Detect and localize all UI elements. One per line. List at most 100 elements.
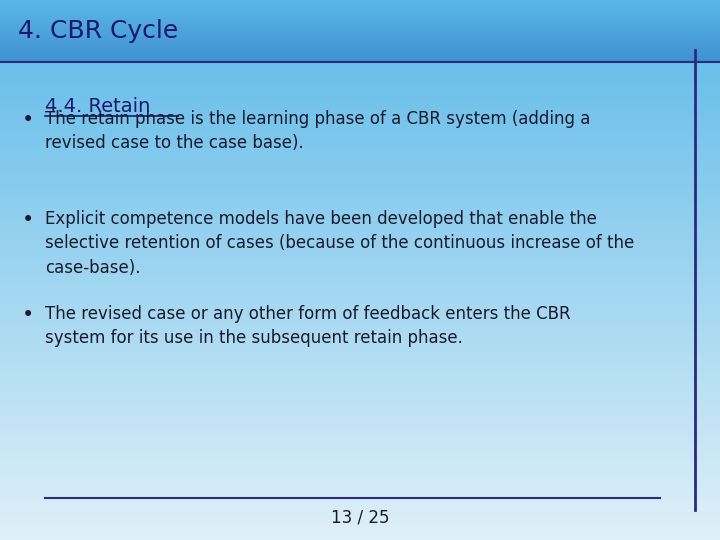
Bar xyxy=(0,20,720,22)
Bar xyxy=(0,28,720,30)
Bar xyxy=(0,17,720,18)
Bar xyxy=(0,522,720,524)
Bar xyxy=(0,272,720,274)
Bar xyxy=(0,376,720,378)
Bar xyxy=(0,9,720,11)
Bar xyxy=(0,113,720,115)
Bar xyxy=(0,452,720,454)
Bar xyxy=(0,436,720,437)
Bar xyxy=(0,184,720,185)
Bar xyxy=(0,182,720,184)
Bar xyxy=(0,119,720,120)
Bar xyxy=(0,333,720,335)
Bar xyxy=(0,43,720,45)
Text: 4. CBR Cycle: 4. CBR Cycle xyxy=(18,19,179,43)
Bar xyxy=(0,162,720,164)
Bar xyxy=(0,322,720,324)
Bar xyxy=(0,123,720,124)
Bar xyxy=(0,259,720,261)
Bar xyxy=(0,461,720,463)
Bar xyxy=(0,164,720,166)
Bar xyxy=(0,53,720,54)
Bar xyxy=(0,479,720,481)
Bar xyxy=(0,457,720,459)
Bar xyxy=(0,236,720,238)
Bar xyxy=(0,39,720,40)
Bar xyxy=(0,158,720,160)
Bar xyxy=(0,488,720,490)
Bar xyxy=(0,531,720,533)
Bar xyxy=(0,131,720,133)
Bar xyxy=(0,194,720,196)
Bar xyxy=(0,329,720,331)
Bar xyxy=(0,15,720,16)
Bar xyxy=(0,70,720,72)
Bar xyxy=(0,481,720,482)
Bar xyxy=(0,150,720,151)
Bar xyxy=(0,135,720,137)
Bar xyxy=(0,76,720,77)
Bar xyxy=(0,92,720,93)
Bar xyxy=(0,434,720,436)
Bar xyxy=(0,297,720,299)
Bar xyxy=(0,248,720,250)
Bar xyxy=(0,9,720,11)
Bar xyxy=(0,42,720,43)
Bar xyxy=(0,285,720,286)
Bar xyxy=(0,187,720,189)
Bar xyxy=(0,7,720,9)
Bar xyxy=(0,250,720,252)
Bar xyxy=(0,536,720,538)
Bar xyxy=(0,66,720,69)
Bar xyxy=(0,99,720,101)
Bar xyxy=(0,231,720,232)
Bar xyxy=(0,173,720,174)
Bar xyxy=(0,409,720,410)
Bar xyxy=(0,56,720,58)
Bar xyxy=(0,72,720,74)
Bar xyxy=(0,166,720,167)
Bar xyxy=(0,59,720,60)
Bar xyxy=(0,383,720,385)
Bar xyxy=(0,511,720,513)
Bar xyxy=(0,29,720,31)
Bar xyxy=(0,16,720,18)
Bar xyxy=(0,525,720,528)
Bar xyxy=(0,30,720,31)
Bar xyxy=(0,20,720,22)
Bar xyxy=(0,223,720,225)
Bar xyxy=(0,216,720,218)
Bar xyxy=(0,50,720,52)
Bar xyxy=(0,6,720,8)
Bar xyxy=(0,245,720,247)
Bar xyxy=(0,52,720,54)
Bar xyxy=(0,344,720,346)
Bar xyxy=(0,471,720,474)
Bar xyxy=(0,374,720,376)
Bar xyxy=(0,373,720,374)
Bar xyxy=(0,414,720,416)
Bar xyxy=(0,247,720,248)
Bar xyxy=(0,142,720,144)
Bar xyxy=(0,538,720,540)
Bar xyxy=(0,254,720,255)
Bar xyxy=(0,420,720,421)
Bar xyxy=(0,160,720,162)
Bar xyxy=(0,360,720,362)
Bar xyxy=(0,112,720,113)
Bar xyxy=(0,490,720,491)
Bar xyxy=(0,390,720,393)
Bar xyxy=(0,47,720,49)
Bar xyxy=(0,423,720,425)
Bar xyxy=(0,157,720,158)
Bar xyxy=(0,466,720,468)
Bar xyxy=(0,416,720,417)
Bar xyxy=(0,85,720,86)
Bar xyxy=(0,79,720,81)
Bar xyxy=(0,378,720,380)
Bar xyxy=(0,106,720,108)
Bar xyxy=(0,501,720,502)
Bar xyxy=(0,147,720,150)
Bar xyxy=(0,5,720,6)
Bar xyxy=(0,0,720,2)
